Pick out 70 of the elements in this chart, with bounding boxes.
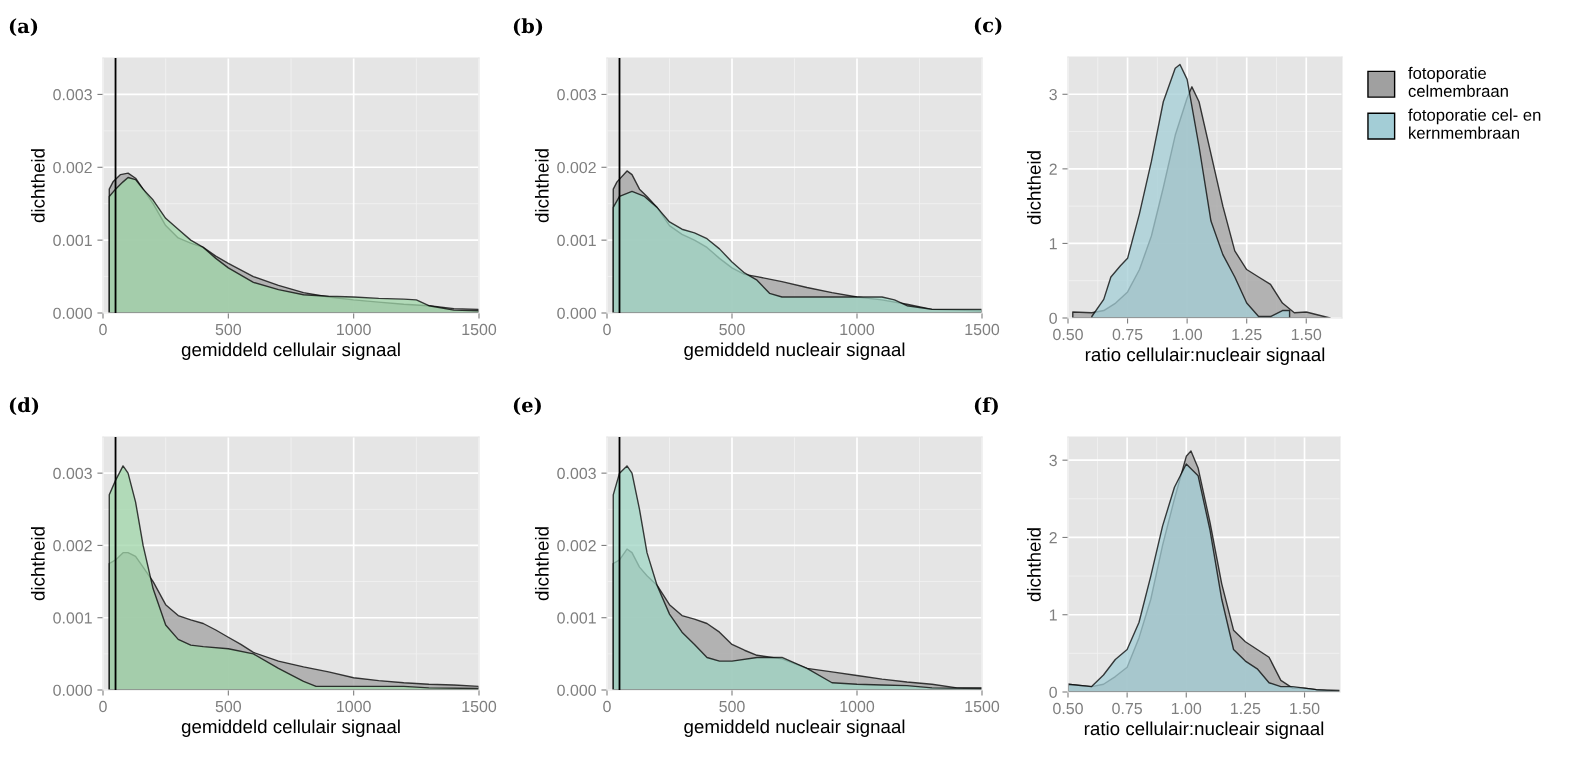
y-tick-label: 0.001: [557, 234, 596, 247]
y-tick-label: 0.000: [53, 307, 92, 319]
x-axis-title: gemiddeld nucleair signaal: [684, 719, 905, 737]
x-tick-label: 500: [215, 700, 242, 713]
x-tick-label: 1000: [337, 323, 371, 336]
x-tick-label: 500: [719, 323, 745, 336]
x-axis-title: gemiddeld cellulair signaal: [181, 719, 400, 737]
y-axis-title: dichtheid: [534, 527, 549, 601]
x-tick-label: 1.25: [1231, 702, 1261, 715]
x-tick-label: 0: [603, 323, 611, 336]
y-tick-label: 0.003: [53, 89, 92, 101]
y-tick-label: 0.000: [557, 307, 596, 319]
x-tick-label: 1.00: [1172, 328, 1203, 341]
y-axis-title: dichtheid: [534, 149, 549, 223]
x-tick-label: 0.50: [1053, 702, 1083, 715]
chart-title: (f): [974, 397, 998, 416]
x-tick-label: 1000: [840, 323, 875, 336]
x-tick-label: 1500: [462, 700, 497, 713]
x-tick-label: 1500: [462, 323, 497, 336]
chart-title: (b): [513, 18, 543, 37]
y-axis-title: dichtheid: [1027, 151, 1041, 225]
y-tick-label: 0.003: [53, 467, 92, 480]
chart-title: (d): [9, 397, 39, 416]
y-tick-label: 0.003: [557, 89, 596, 101]
x-tick-label: 0: [99, 323, 107, 336]
y-tick-label: 0: [1049, 686, 1057, 698]
y-tick-label: 0.002: [557, 161, 596, 174]
y-tick-label: 3: [1049, 88, 1057, 101]
x-axis-title: gemiddeld nucleair signaal: [684, 342, 905, 360]
x-axis-title: gemiddeld cellulair signaal: [181, 342, 400, 360]
x-tick-label: 0.75: [1112, 702, 1143, 715]
y-tick-label: 1: [1049, 609, 1057, 621]
y-tick-label: 0.002: [53, 161, 92, 174]
y-tick-label: 0.000: [53, 684, 92, 696]
x-tick-label: 1000: [337, 700, 371, 713]
x-axis-title: ratio cellulair:nucleair signaal: [1084, 721, 1324, 739]
y-tick-label: 0.000: [557, 684, 596, 696]
y-tick-label: 0.001: [557, 612, 596, 624]
legend-label: fotoporatie cel- en kernmembraan: [1408, 108, 1541, 139]
y-tick-label: 0.003: [557, 467, 596, 480]
x-tick-label: 0: [99, 700, 107, 713]
y-tick-label: 0: [1049, 312, 1057, 324]
x-tick-label: 1.50: [1290, 702, 1320, 715]
legend-label: fotoporatie celmembraan: [1408, 66, 1508, 97]
y-tick-label: 0.002: [557, 540, 596, 552]
chart-title: (e): [513, 397, 541, 416]
y-tick-label: 0.001: [53, 234, 92, 247]
y-axis-title: dichtheid: [1027, 528, 1041, 602]
y-axis-title: dichtheid: [30, 527, 45, 601]
x-tick-label: 1.50: [1291, 328, 1322, 341]
chart-title: (a): [9, 18, 38, 37]
x-tick-label: 1500: [965, 323, 1000, 336]
x-tick-label: 1500: [965, 700, 1000, 713]
chart-title: (c): [974, 17, 1002, 36]
y-tick-label: 0.001: [53, 612, 92, 624]
x-tick-label: 500: [719, 700, 745, 713]
y-tick-label: 2: [1049, 163, 1057, 175]
y-tick-label: 3: [1049, 454, 1057, 467]
x-tick-label: 0.75: [1112, 328, 1143, 341]
x-tick-label: 1.00: [1171, 702, 1202, 715]
x-tick-label: 0.50: [1053, 328, 1083, 341]
x-tick-label: 1000: [840, 700, 875, 713]
x-tick-label: 500: [215, 323, 242, 336]
y-tick-label: 0.002: [53, 540, 92, 552]
x-tick-label: 1.25: [1232, 328, 1262, 341]
x-tick-label: 0: [603, 700, 611, 713]
y-axis-title: dichtheid: [30, 149, 45, 223]
y-tick-label: 2: [1049, 532, 1057, 544]
x-axis-title: ratio cellulair:nucleair signaal: [1085, 347, 1325, 365]
y-tick-label: 1: [1049, 238, 1057, 250]
